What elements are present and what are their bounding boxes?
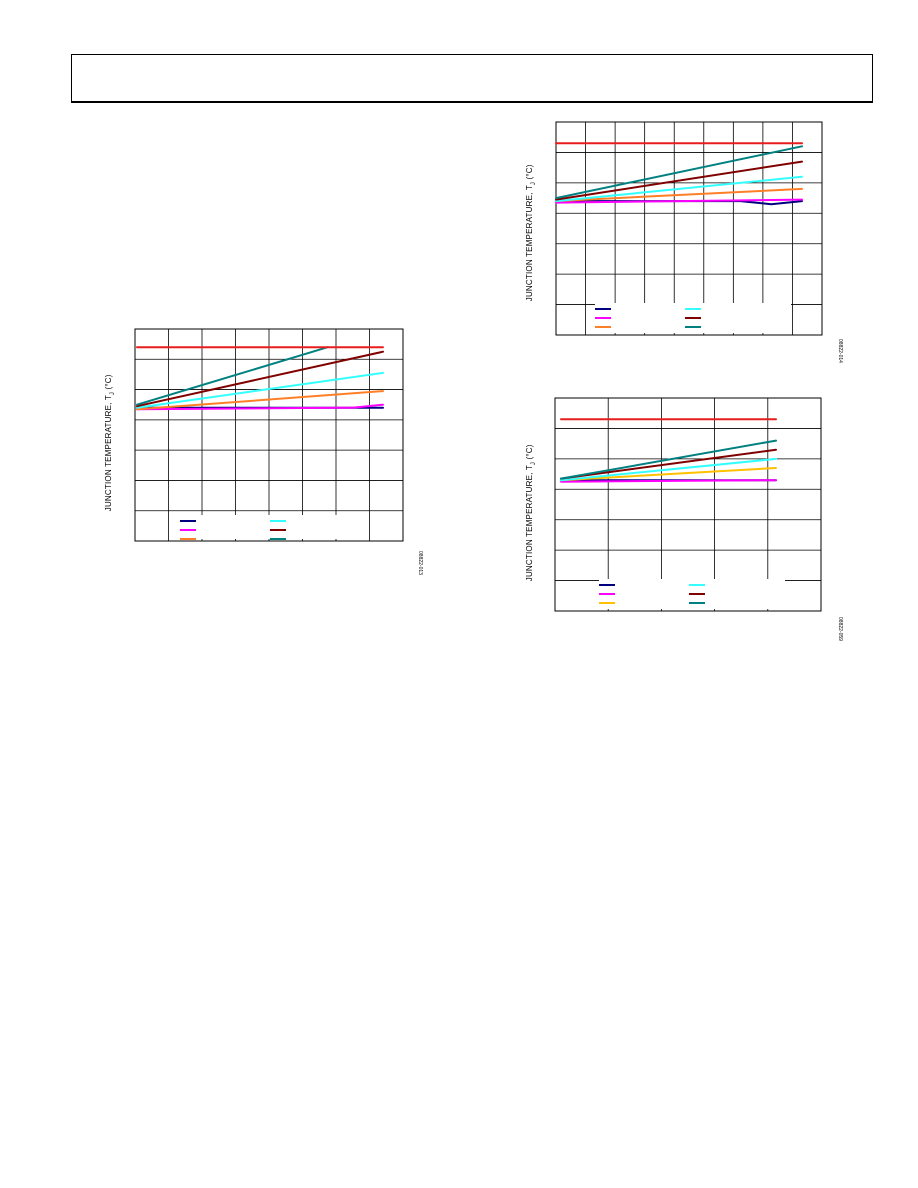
- legend-box: [180, 515, 360, 539]
- series-line-2: [136, 403, 384, 411]
- series-line-4: [560, 457, 777, 482]
- series-line-6: [136, 346, 329, 406]
- series-line-4: [136, 371, 384, 409]
- plot-frame: [554, 397, 822, 612]
- series-line-2: [555, 198, 803, 204]
- series-line-2: [560, 479, 777, 483]
- series-line-5: [555, 160, 803, 201]
- chart-3: JUNCTION TEMPERATURE, TJ (°C) 08822-059: [515, 392, 855, 652]
- chart-1-figure-id: 08822-013: [417, 551, 423, 575]
- series-line-3: [555, 187, 803, 203]
- page-header: [71, 54, 873, 103]
- chart-3-figure-id: 08822-059: [837, 617, 843, 641]
- series-line-5: [136, 350, 384, 408]
- chart-1-plot: [134, 328, 404, 542]
- chart-2: JUNCTION TEMPERATURE, TJ (°C) 08822-014: [515, 115, 855, 375]
- series-line-5: [560, 448, 777, 480]
- chart-1: JUNCTION TEMPERATURE, TJ (°C) 08822-013: [95, 320, 435, 580]
- series-line-3: [136, 390, 384, 411]
- series-line-3: [560, 467, 777, 482]
- chart-2-plot: [555, 121, 823, 336]
- series-line-4: [555, 175, 803, 203]
- chart-3-plot: [554, 397, 822, 612]
- chart-2-figure-id: 08822-014: [837, 339, 843, 363]
- series-line-6: [560, 439, 777, 480]
- plot-frame: [555, 121, 823, 336]
- series-line-6: [555, 145, 803, 200]
